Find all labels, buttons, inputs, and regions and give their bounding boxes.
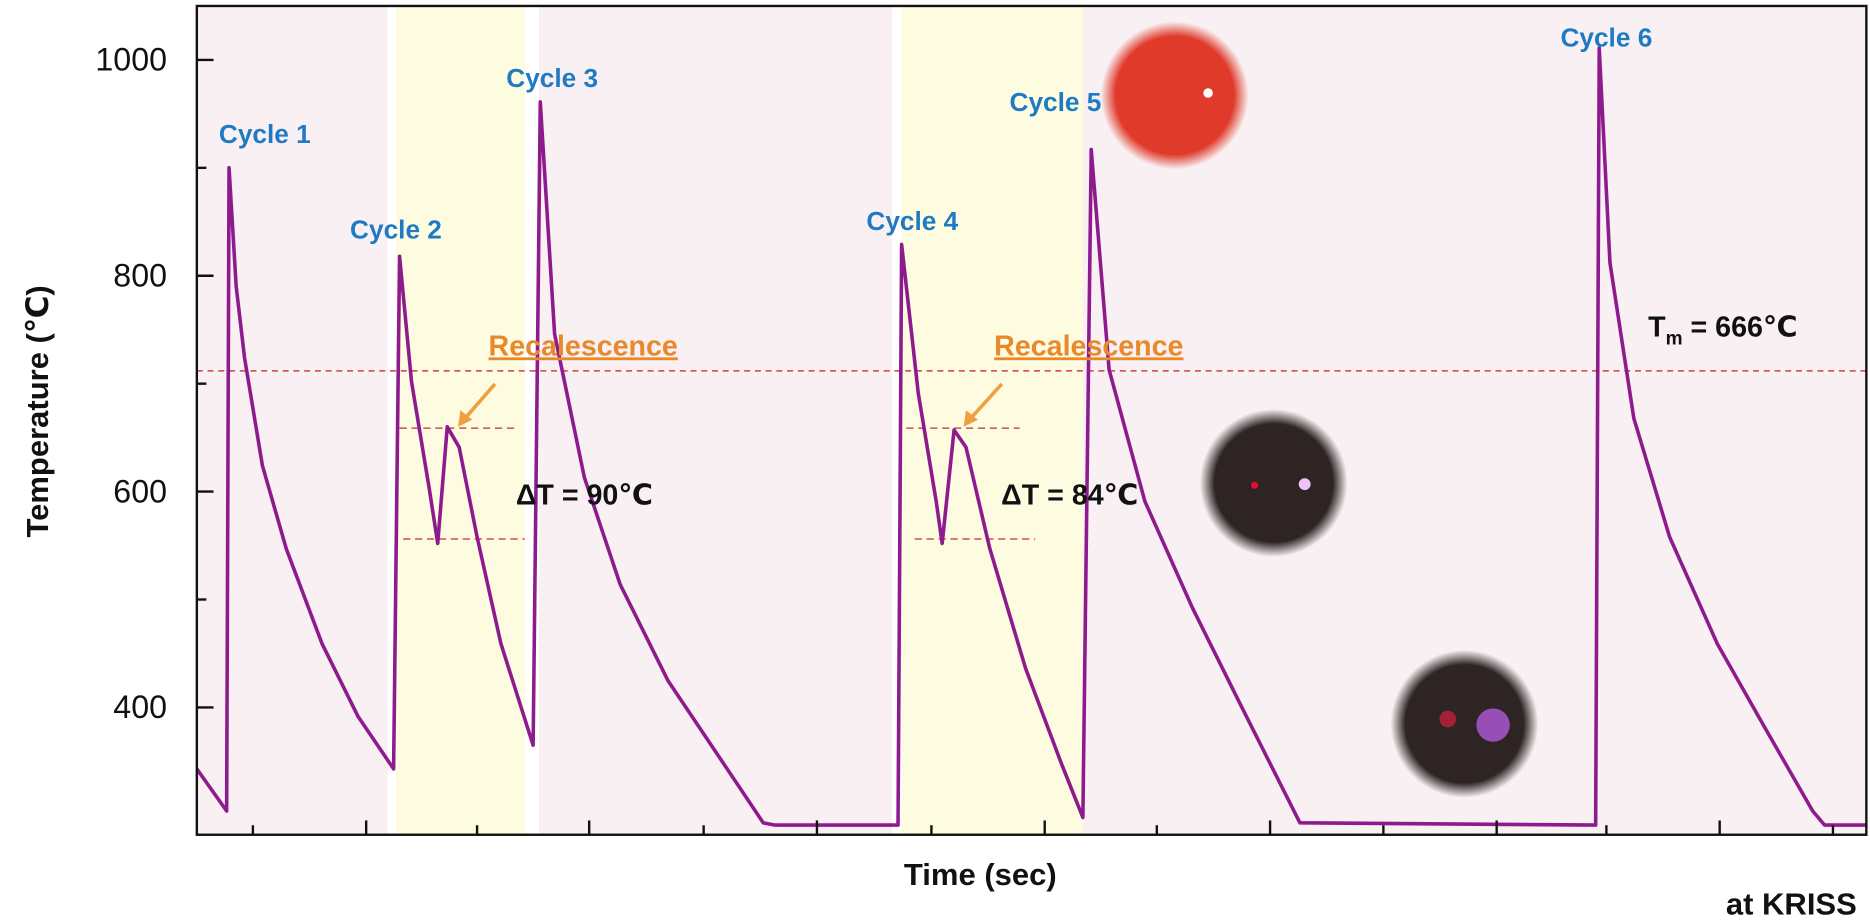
tm-sub: m xyxy=(1666,329,1683,350)
y-tick-label: 1000 xyxy=(95,42,167,78)
annotation: Cycle 4 xyxy=(866,206,958,236)
droplet-image xyxy=(1101,21,1249,169)
annotation: Cycle 6 xyxy=(1560,23,1652,53)
y-tick-label: 800 xyxy=(113,257,167,293)
droplet-spot xyxy=(1476,708,1509,741)
tm-tail: = 666℃ xyxy=(1683,311,1798,343)
annotation: Cycle 1 xyxy=(219,119,311,149)
y-axis-label: Temperature (℃) xyxy=(20,285,55,537)
annotation: Cycle 2 xyxy=(350,215,442,245)
droplet-spot xyxy=(1299,478,1311,490)
chart: Cycle 1 Cycle 2 Cycle 3 Cycle 4 Cycle 5 … xyxy=(0,0,1870,923)
droplet-spot xyxy=(1251,482,1258,489)
x-axis-label: Time (sec) xyxy=(904,857,1057,892)
annotation: Recalescence xyxy=(994,330,1183,362)
annotation: Cycle 5 xyxy=(1010,87,1102,117)
droplet-image xyxy=(1391,650,1539,798)
droplet-image xyxy=(1200,409,1348,557)
annotation: Recalescence xyxy=(489,330,678,362)
shaded-region xyxy=(902,6,1083,835)
annotation: ΔT = 84℃ xyxy=(1001,479,1138,511)
y-tick-label: 600 xyxy=(113,473,167,509)
annotation: Cycle 3 xyxy=(506,63,598,93)
droplet-spot xyxy=(1203,88,1213,98)
droplet-spot xyxy=(1439,711,1456,728)
tm-main: T xyxy=(1648,311,1666,343)
y-tick-label: 400 xyxy=(113,689,167,725)
annotation: ΔT = 90℃ xyxy=(516,479,653,511)
credit: at KRISS xyxy=(1726,887,1857,922)
